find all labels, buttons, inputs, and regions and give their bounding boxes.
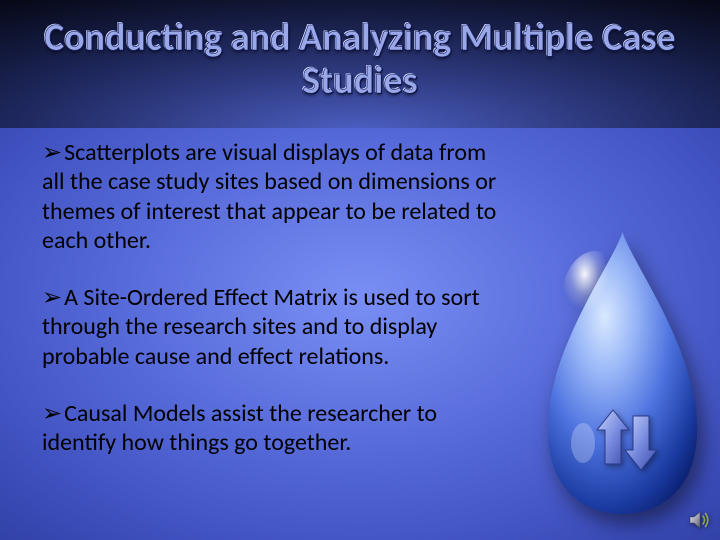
title-region: Conducting and Analyzing Multiple Case S…: [0, 0, 720, 128]
body-text-region: Scatterplots are visual displays of data…: [42, 138, 512, 485]
up-down-arrows-icon: [589, 402, 665, 478]
speaker-icon[interactable]: [688, 508, 712, 532]
bullet-item: A Site-Ordered Effect Matrix is used to …: [42, 283, 512, 371]
bullet-item: Scatterplots are visual displays of data…: [42, 138, 512, 255]
slide-title: Conducting and Analyzing Multiple Case S…: [30, 17, 690, 102]
bullet-text: Scatterplots are visual displays of data…: [42, 138, 496, 255]
bullet-item: Causal Models assist the researcher to i…: [42, 399, 512, 458]
bullet-text: A Site-Ordered Effect Matrix is used to …: [42, 283, 480, 371]
slide: Conducting and Analyzing Multiple Case S…: [0, 0, 720, 540]
bullet-text: Causal Models assist the researcher to i…: [42, 399, 437, 457]
